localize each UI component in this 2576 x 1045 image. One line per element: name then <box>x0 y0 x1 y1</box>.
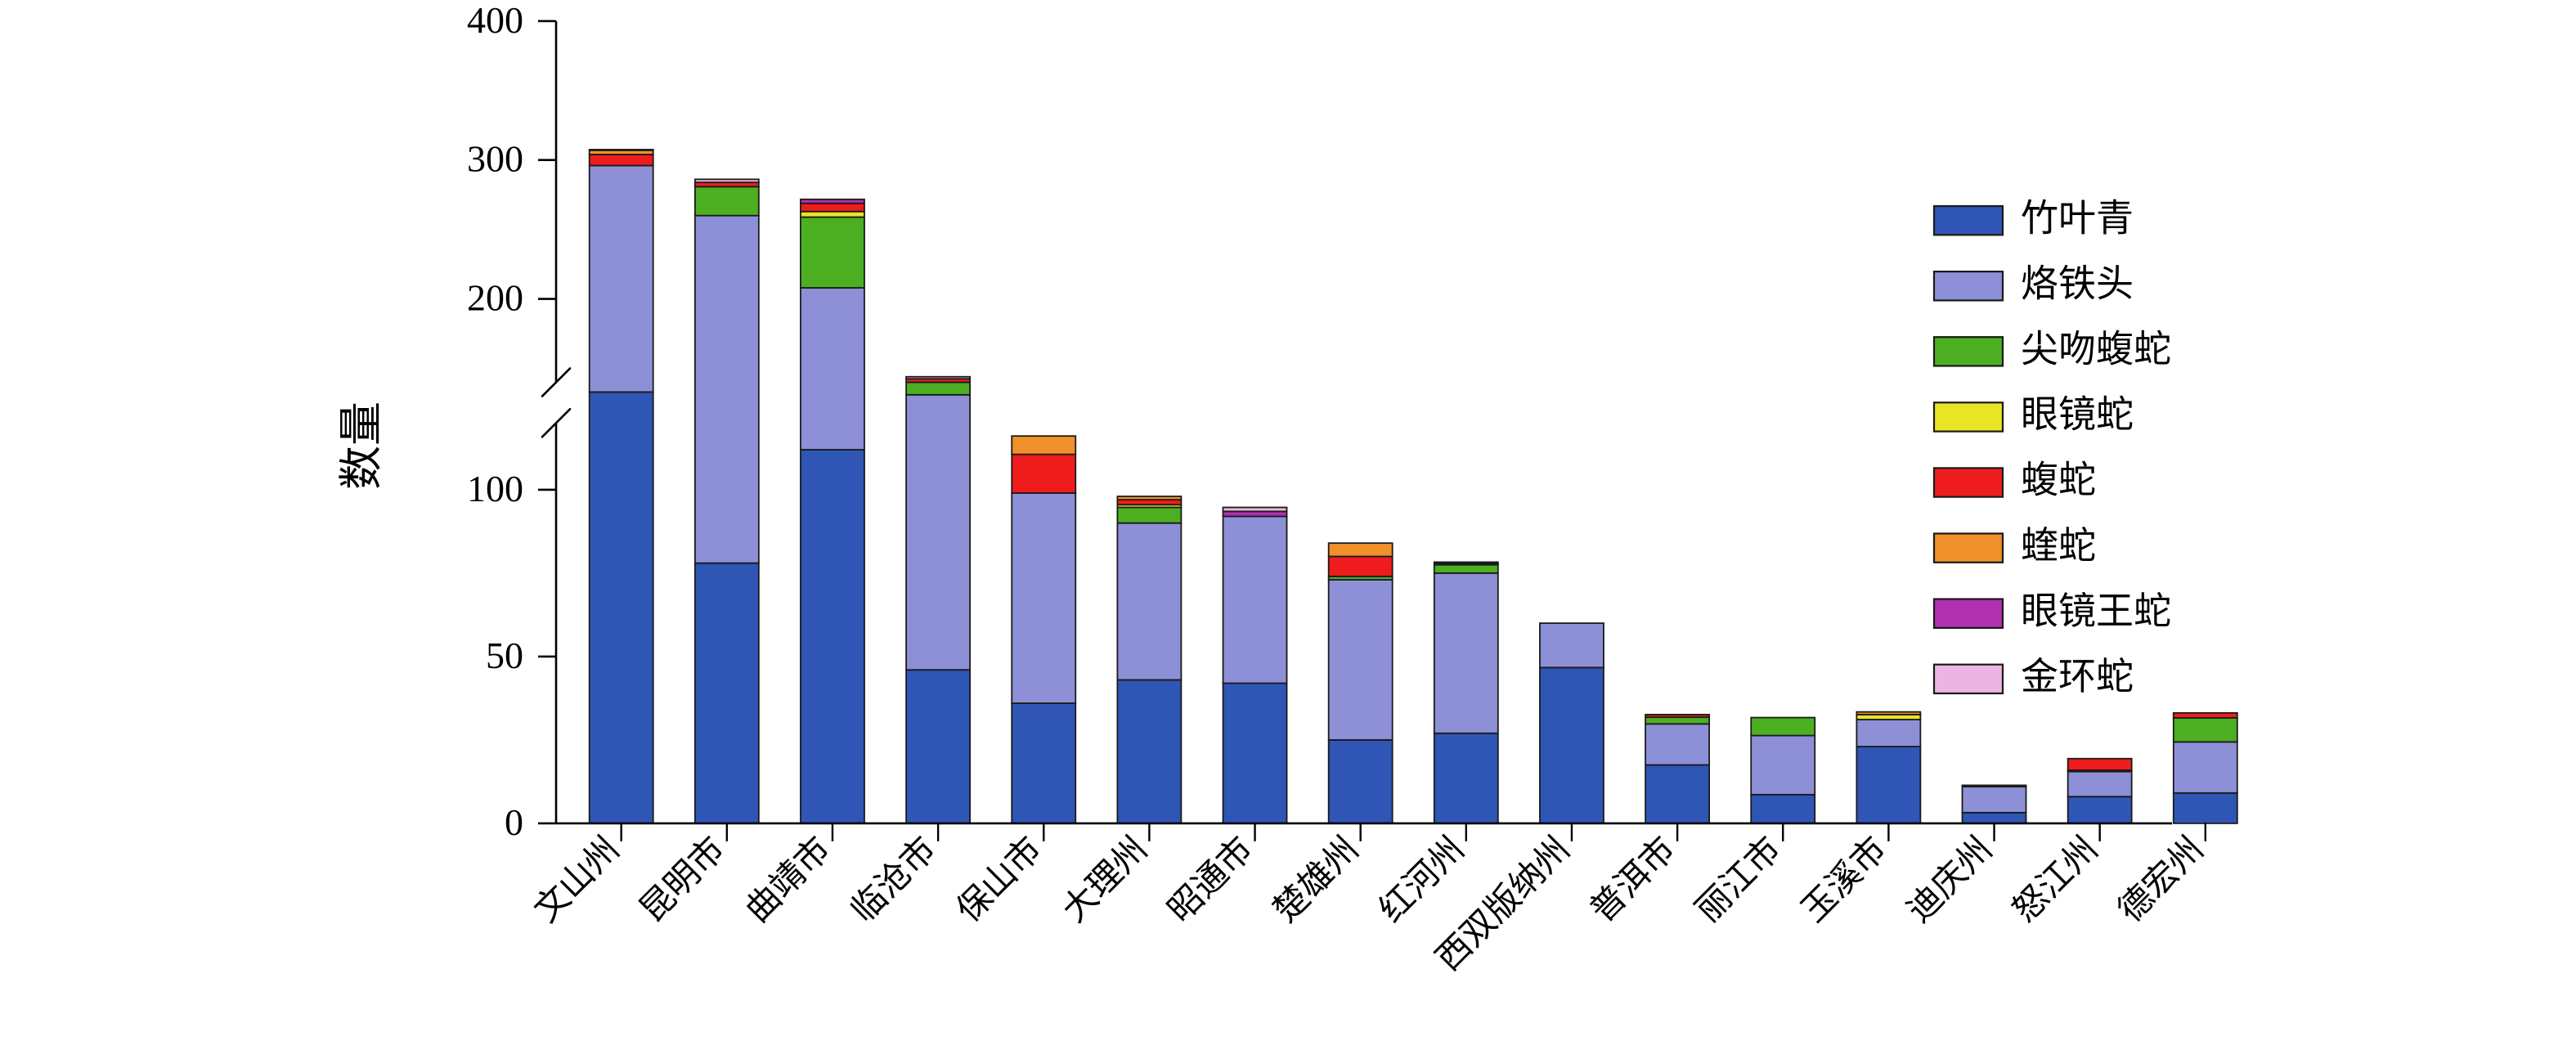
svg-text:蝮蛇: 蝮蛇 <box>2021 460 2096 501</box>
svg-text:400: 400 <box>467 0 523 41</box>
svg-text:金环蛇: 金环蛇 <box>2021 656 2134 697</box>
svg-text:0: 0 <box>505 801 523 843</box>
svg-text:100: 100 <box>467 468 523 509</box>
svg-text:数量: 数量 <box>337 401 386 490</box>
svg-text:蝰蛇: 蝰蛇 <box>2021 525 2096 567</box>
svg-text:300: 300 <box>467 138 523 180</box>
svg-text:尖吻蝮蛇: 尖吻蝮蛇 <box>2021 329 2171 370</box>
svg-text:200: 200 <box>467 277 523 319</box>
svg-text:烙铁头: 烙铁头 <box>2021 262 2134 304</box>
svg-text:眼镜蛇: 眼镜蛇 <box>2021 394 2134 436</box>
svg-text:50: 50 <box>486 635 523 676</box>
svg-text:眼镜王蛇: 眼镜王蛇 <box>2021 590 2171 632</box>
svg-text:竹叶青: 竹叶青 <box>2021 197 2134 239</box>
